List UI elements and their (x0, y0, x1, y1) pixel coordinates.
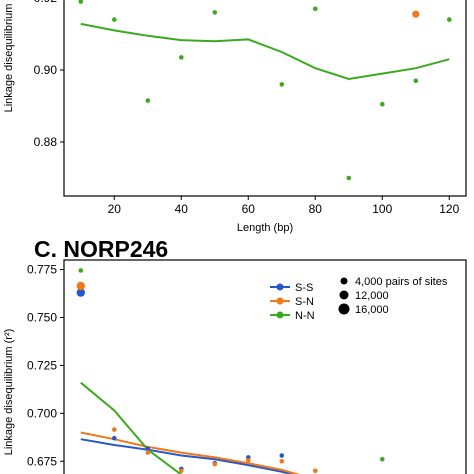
panel-bottom-lines (80, 381, 300, 474)
data-point (279, 453, 285, 458)
data-point (279, 459, 285, 464)
data-point (112, 17, 117, 22)
data-point (447, 17, 452, 22)
panel-top-ticks: 20 40 60 80 100 120 0.88 0.90 0.92 (34, 0, 460, 216)
x-tick-label: 100 (372, 202, 392, 216)
y-axis-label: Linkage disequilibrium (3, 4, 15, 113)
data-point (112, 427, 117, 432)
y-axis-label: Linkage disequilibrium (r²) (3, 329, 15, 456)
x-axis-label: Length (bp) (237, 222, 293, 234)
legend-size-label: 12,000 (355, 290, 389, 302)
data-point (179, 55, 184, 60)
panel-top: 20 40 60 80 100 120 0.88 0.90 0.92 Length (bp) L… (3, 0, 467, 234)
legend-label: S-N (295, 296, 314, 308)
legend-size-marker (339, 290, 349, 300)
panel-bottom-frame (63, 259, 467, 474)
data-point (313, 6, 318, 12)
legend: S-S S-N N-N 4,000 pairs of sites 12,000 16,00… (270, 276, 448, 322)
panel-bottom-ticks: 0.675 0.700 0.725 0.750 0.775 (27, 263, 64, 468)
data-point (78, 268, 84, 273)
data-point (76, 288, 86, 297)
data-point (212, 10, 218, 15)
data-point (112, 435, 117, 441)
panel-bottom: C. NORP246 0.675 0.700 0.725 0.750 0.775 Lin… (3, 236, 467, 474)
data-point (346, 175, 352, 181)
data-point (76, 281, 86, 291)
panel-bottom-points (76, 268, 385, 474)
data-point (313, 468, 318, 474)
x-tick-label: 20 (108, 202, 122, 216)
x-tick-label: 40 (175, 202, 189, 216)
y-tick-label: 0.700 (27, 406, 57, 420)
legend-size-marker (340, 277, 348, 285)
y-tick-label: 0.725 (27, 358, 57, 372)
panel-top-frame (63, 0, 467, 197)
x-tick-label: 80 (309, 202, 323, 216)
panel-title: C. NORP246 (34, 236, 168, 262)
data-point (78, 0, 84, 4)
data-point (412, 10, 420, 18)
data-point (246, 458, 251, 463)
data-point (380, 101, 385, 107)
panel-top-lines (80, 22, 450, 81)
y-tick-label: 0.90 (34, 63, 58, 77)
trend-line-N-N (80, 381, 183, 474)
legend-label: N-N (295, 310, 315, 322)
data-point (380, 457, 385, 462)
y-tick-label: 0.675 (27, 454, 57, 468)
data-point (212, 461, 218, 467)
data-point (145, 98, 151, 103)
trend-line-S-N (80, 431, 300, 474)
data-point (145, 450, 151, 455)
data-point (279, 82, 285, 87)
data-point (413, 78, 419, 84)
data-point (145, 446, 151, 452)
legend-marker-N-N (276, 311, 284, 319)
x-tick-label: 120 (439, 202, 459, 216)
legend-size-label: 4,000 pairs of sites (355, 276, 448, 288)
panel-top-points (78, 0, 452, 181)
legend-label: S-S (295, 282, 313, 294)
legend-size-marker (338, 303, 350, 315)
trend-line-2 (80, 22, 450, 81)
legend-marker-S-N (276, 297, 284, 305)
y-tick-label: 0.775 (27, 263, 57, 277)
trend-line-S-S (80, 438, 295, 474)
y-tick-label: 0.92 (34, 0, 58, 5)
legend-size-label: 16,000 (355, 304, 389, 316)
y-tick-label: 0.750 (27, 311, 57, 325)
x-tick-label: 60 (242, 202, 256, 216)
y-tick-label: 0.88 (34, 135, 58, 149)
data-point (179, 468, 184, 474)
legend-marker-S-S (276, 283, 284, 291)
